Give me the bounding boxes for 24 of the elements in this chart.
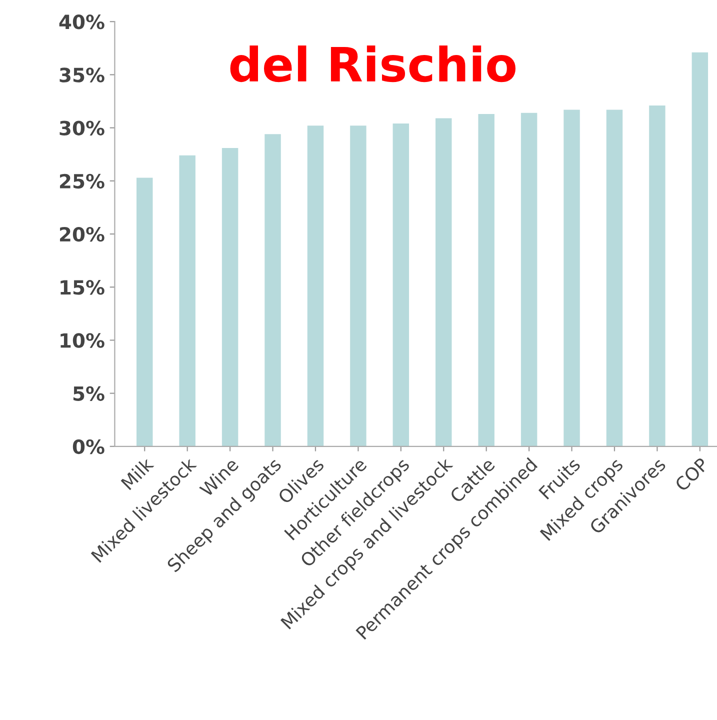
- y-tick-label: 5%: [73, 386, 104, 401]
- y-tick-label: 20%: [60, 226, 104, 242]
- bar: [564, 110, 580, 446]
- y-tick-label: 10%: [60, 333, 104, 348]
- bar: [264, 134, 281, 446]
- y-tick-label: 15%: [60, 280, 104, 295]
- y-tick-label: 35%: [60, 68, 104, 82]
- y-tick-label: 30%: [60, 120, 104, 136]
- bar: [649, 106, 666, 446]
- y-tick-label: 40%: [59, 14, 104, 30]
- y-tick-label: 0%: [72, 439, 104, 454]
- annotation: del Rischio: [230, 46, 516, 82]
- bar: [136, 178, 153, 446]
- bar: [478, 114, 494, 446]
- bar: [606, 110, 623, 446]
- y-tick-label: 25%: [60, 174, 104, 189]
- bar: [307, 126, 324, 446]
- bar: [692, 52, 708, 446]
- bar: [520, 112, 538, 446]
- bar: [392, 124, 410, 446]
- bar: [350, 126, 366, 446]
- bar: [179, 155, 196, 446]
- bar: [222, 148, 238, 446]
- bar: [436, 118, 452, 446]
